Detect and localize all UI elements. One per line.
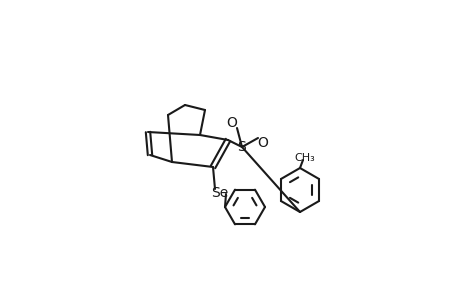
Text: Se: Se [211, 186, 228, 200]
Text: O: O [226, 116, 237, 130]
Text: S: S [237, 140, 246, 154]
Text: O: O [257, 136, 268, 150]
Text: CH₃: CH₃ [294, 153, 315, 163]
